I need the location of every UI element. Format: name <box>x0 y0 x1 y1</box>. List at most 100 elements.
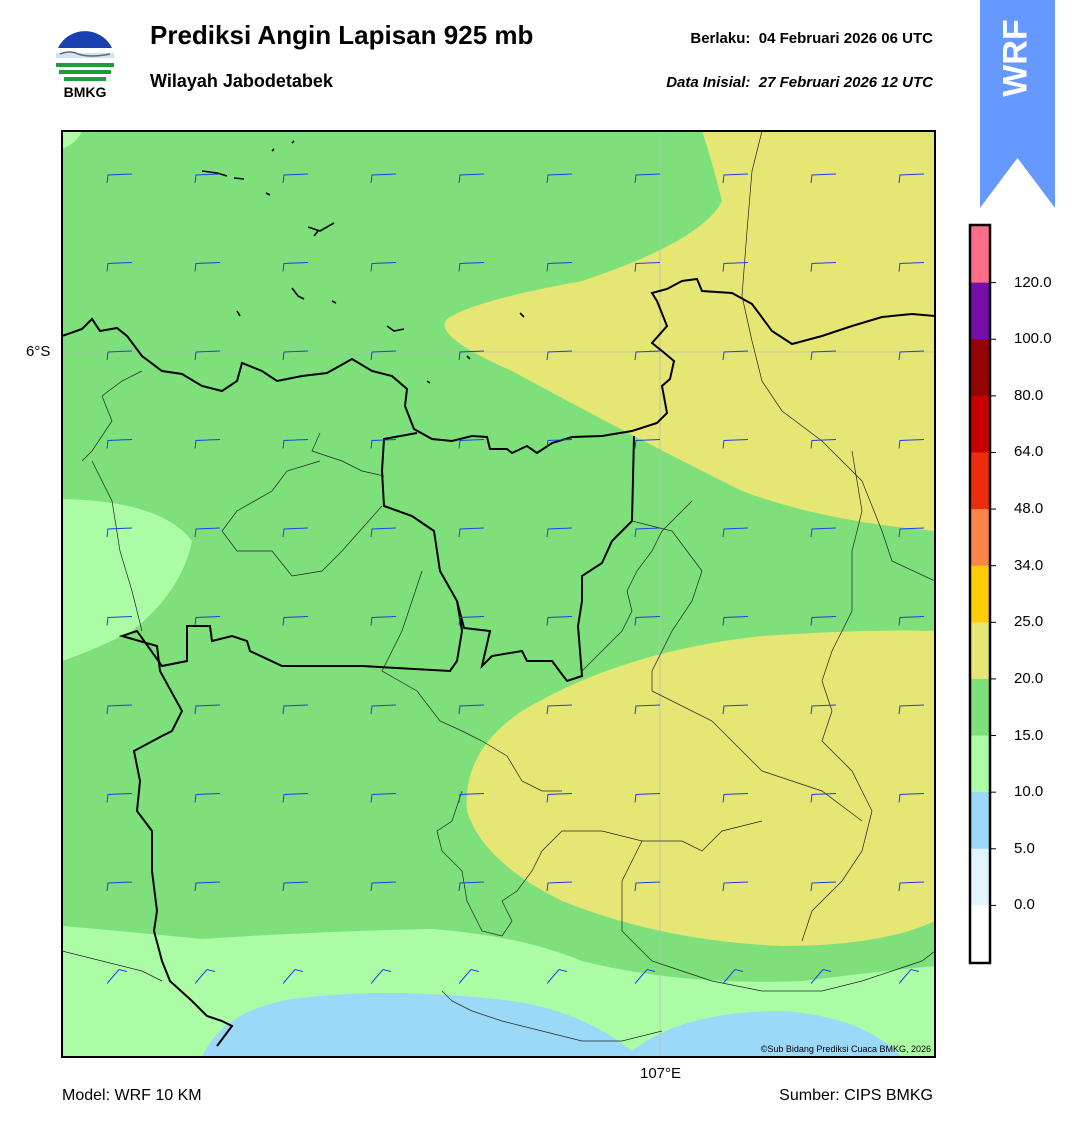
wind-barb <box>722 616 749 626</box>
wind-barb <box>634 968 656 984</box>
wind-barb <box>634 439 661 449</box>
wind-barb <box>106 968 128 984</box>
wind-barb <box>546 350 573 361</box>
colorbar-segment <box>971 678 989 737</box>
colorbar-segment <box>971 565 989 623</box>
wind-barb <box>546 527 573 538</box>
wind-barb <box>634 173 661 184</box>
wind-barb <box>722 881 749 892</box>
wind-barb <box>458 350 485 361</box>
wind-zone-20-25-south <box>466 630 935 946</box>
valid-time: Berlaku: 04 Februari 2026 06 UTC <box>690 30 933 47</box>
wind-barb <box>282 527 309 538</box>
map-frame <box>61 130 936 1058</box>
wind-barb <box>458 968 480 984</box>
wind-barb <box>370 262 397 272</box>
wind-barb <box>810 704 837 715</box>
wind-barb <box>898 173 925 184</box>
colorbar-tick-label: 20.0 <box>1014 669 1044 687</box>
wind-barb <box>194 262 221 272</box>
wind-barb <box>370 968 392 984</box>
wind-barb <box>370 704 397 715</box>
wind-zone-10-15-west <box>62 499 192 661</box>
wind-barb <box>106 439 133 449</box>
wind-barb <box>898 350 925 361</box>
colorbar-segment <box>971 339 989 397</box>
colorbar-tick-label: 5.0 <box>1014 839 1035 857</box>
wind-barb <box>106 262 133 272</box>
province-boundary <box>118 432 464 1047</box>
wind-barb <box>194 173 221 184</box>
wind-zone-10-15-corner <box>62 131 82 149</box>
wind-barb <box>634 616 661 626</box>
wind-barb <box>370 616 397 626</box>
valid-value: 04 Februari 2026 06 UTC <box>758 30 933 47</box>
wind-barb <box>898 704 925 715</box>
wrf-badge-text: WRF <box>996 19 1034 96</box>
wind-barb <box>458 793 485 803</box>
wind-barb <box>458 173 485 184</box>
wind-barb <box>634 527 661 538</box>
logo-text: BMKG <box>63 84 107 100</box>
map-title: Prediksi Angin Lapisan 925 mb <box>150 20 534 50</box>
colorbar-tick-label: 80.0 <box>1014 386 1044 404</box>
wind-barb <box>370 527 397 538</box>
wind-barb <box>722 968 744 984</box>
wind-barb <box>898 881 925 892</box>
wind-barb <box>106 527 133 538</box>
region-subtitle: Wilayah Jabodetabek <box>150 71 333 91</box>
init-time: Data Inisial: 27 Februari 2026 12 UTC <box>666 74 933 91</box>
wind-barb <box>634 704 661 715</box>
colorbar-tick-label: 25.0 <box>1014 613 1044 631</box>
colorbar-tick-label: 64.0 <box>1014 443 1044 461</box>
wind-barb <box>194 350 221 361</box>
wind-barb <box>546 173 573 184</box>
wind-barb <box>282 793 309 803</box>
wind-zone-5-10-south <box>202 992 902 1057</box>
wind-barb <box>898 527 925 538</box>
colorbar-segment <box>971 452 989 510</box>
wind-zone-20-25-north <box>444 131 935 531</box>
wind-barb <box>370 350 397 361</box>
wind-barb <box>106 704 133 715</box>
source-label: Sumber: CIPS BMKG <box>779 1087 933 1104</box>
colorbar-tick-label: 10.0 <box>1014 783 1044 801</box>
wind-barb <box>194 439 221 449</box>
colorbar-segment <box>971 226 989 284</box>
wind-barb <box>810 881 837 892</box>
colorbar-tick-label: 48.0 <box>1014 500 1044 518</box>
colorbar-tick-label: 0.0 <box>1014 896 1035 914</box>
wind-barb <box>194 793 221 803</box>
wind-barb <box>282 173 309 184</box>
wind-barb <box>546 881 573 892</box>
wind-barb <box>282 350 309 361</box>
wind-barb <box>898 616 925 626</box>
colorbar-segment <box>971 282 989 340</box>
wind-barb <box>458 704 485 715</box>
wind-barb <box>282 968 304 984</box>
wind-barb <box>546 793 573 803</box>
wind-barb <box>810 350 837 361</box>
wind-barb <box>810 616 837 626</box>
colorbar-segment <box>971 509 989 567</box>
wind-barb <box>370 881 397 892</box>
wind-barbs <box>106 173 925 984</box>
wind-barb <box>722 173 749 184</box>
wind-barb <box>634 262 661 272</box>
colorbar-tick-label: 120.0 <box>1014 273 1052 291</box>
wind-barb <box>810 262 837 272</box>
wind-barb <box>898 439 925 449</box>
bmkg-logo <box>55 26 115 86</box>
colorbar-segment <box>971 792 989 850</box>
wind-barb <box>722 439 749 449</box>
wind-barb <box>722 527 749 538</box>
wind-barb <box>458 616 485 626</box>
longitude-label: 107°E <box>640 1065 682 1082</box>
wind-barb <box>810 527 837 538</box>
wind-barb <box>546 262 573 272</box>
wind-barb <box>634 881 661 892</box>
wind-barb <box>810 173 837 184</box>
wind-barb <box>722 704 749 715</box>
jakarta-boundary <box>456 435 635 683</box>
wind-barb <box>194 527 221 538</box>
